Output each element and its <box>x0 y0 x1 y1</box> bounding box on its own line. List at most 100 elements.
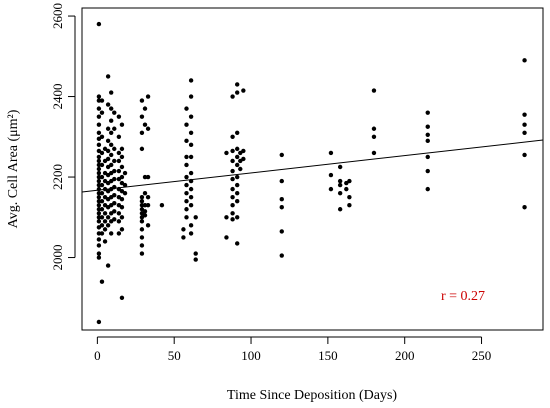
data-point <box>328 150 334 156</box>
data-point <box>230 94 235 99</box>
data-point <box>230 148 235 154</box>
data-point <box>347 203 352 208</box>
data-point <box>184 207 189 212</box>
data-point <box>96 158 102 164</box>
x-axis-label: Time Since Deposition (Days) <box>227 388 398 403</box>
data-point <box>142 190 148 196</box>
y-tick-label: 2400 <box>50 84 65 110</box>
data-point <box>235 174 240 180</box>
data-point <box>347 194 352 200</box>
data-point <box>230 134 235 139</box>
data-point <box>99 110 105 115</box>
x-tick-label: 0 <box>94 348 101 363</box>
data-point <box>96 142 102 148</box>
data-point <box>230 176 235 182</box>
data-point <box>112 158 117 164</box>
data-point <box>522 122 527 127</box>
data-point <box>193 215 198 220</box>
data-point <box>96 94 102 99</box>
data-point <box>96 98 102 103</box>
data-point <box>102 227 108 232</box>
data-point <box>241 88 246 93</box>
data-point <box>96 178 102 184</box>
data-point <box>184 199 189 204</box>
data-point <box>116 158 122 164</box>
data-point <box>139 114 145 119</box>
data-point <box>184 138 189 144</box>
data-point <box>112 209 117 214</box>
data-point <box>235 199 240 204</box>
data-point <box>96 21 102 27</box>
data-point <box>145 126 151 131</box>
data-point <box>279 196 284 202</box>
data-point <box>99 223 105 228</box>
data-point <box>116 168 122 174</box>
data-point <box>99 231 105 236</box>
data-point <box>96 154 102 160</box>
data-point <box>230 186 235 192</box>
data-point <box>99 150 105 156</box>
data-point <box>425 154 430 160</box>
data-point <box>241 148 246 154</box>
data-point <box>522 130 527 135</box>
data-point <box>119 196 125 202</box>
data-point <box>230 217 235 222</box>
data-point <box>522 205 527 210</box>
data-point <box>112 217 117 222</box>
data-point <box>142 174 148 180</box>
data-point <box>105 148 111 154</box>
data-point <box>99 279 105 284</box>
data-point <box>116 114 122 119</box>
y-axis-label: Avg. Cell Area (μm²) <box>6 109 21 228</box>
data-point <box>96 166 102 172</box>
data-point <box>99 215 105 220</box>
data-point <box>337 207 343 212</box>
data-point <box>96 170 102 176</box>
data-point <box>96 162 102 168</box>
data-point <box>142 122 148 127</box>
data-point <box>119 146 125 152</box>
data-point <box>425 168 430 174</box>
data-point <box>188 94 194 99</box>
data-point <box>96 190 102 196</box>
data-point <box>96 130 102 135</box>
data-point <box>371 150 377 156</box>
data-point <box>96 319 102 325</box>
data-point <box>235 241 240 246</box>
data-point <box>371 134 377 139</box>
data-point <box>235 190 240 196</box>
y-axis: 2000 2200 2400 2600 <box>50 3 76 271</box>
data-point <box>344 186 349 192</box>
data-point <box>188 130 194 135</box>
data-point <box>230 211 235 216</box>
data-point <box>122 182 128 188</box>
y-tick-label: 2200 <box>50 164 65 190</box>
data-point <box>116 211 122 216</box>
data-point <box>112 126 117 131</box>
data-point <box>108 118 114 123</box>
data-point <box>96 207 102 212</box>
data-point <box>235 90 240 95</box>
data-point <box>139 194 145 200</box>
data-point <box>235 162 240 168</box>
data-point <box>112 110 117 115</box>
data-point <box>145 94 151 99</box>
data-point <box>119 174 125 180</box>
data-point <box>99 190 105 196</box>
data-point <box>188 231 194 236</box>
x-tick-label: 250 <box>472 348 492 363</box>
data-point <box>96 251 102 256</box>
data-point <box>184 190 189 196</box>
data-point <box>328 186 334 192</box>
data-point <box>112 192 117 198</box>
data-point <box>96 199 102 204</box>
data-point <box>230 158 235 164</box>
data-point <box>337 164 343 170</box>
data-point <box>522 112 527 117</box>
data-point <box>105 138 111 144</box>
data-point <box>230 203 235 208</box>
plot-frame <box>81 7 544 331</box>
data-point <box>145 194 151 200</box>
data-point <box>142 213 148 218</box>
